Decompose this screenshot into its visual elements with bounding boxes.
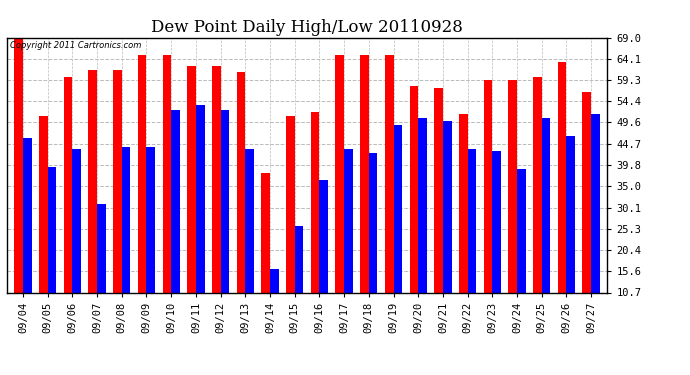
Bar: [286, 116, 295, 339]
Bar: [310, 112, 319, 339]
Bar: [245, 149, 254, 339]
Bar: [566, 136, 575, 339]
Bar: [591, 114, 600, 339]
Bar: [171, 110, 180, 339]
Bar: [270, 269, 279, 339]
Bar: [484, 80, 493, 339]
Bar: [385, 55, 393, 339]
Bar: [360, 55, 369, 339]
Bar: [163, 55, 171, 339]
Bar: [443, 121, 451, 339]
Bar: [509, 80, 517, 339]
Bar: [295, 226, 304, 339]
Bar: [221, 110, 229, 339]
Bar: [344, 149, 353, 339]
Bar: [517, 169, 526, 339]
Bar: [48, 166, 57, 339]
Bar: [23, 138, 32, 339]
Bar: [262, 173, 270, 339]
Bar: [319, 180, 328, 339]
Bar: [113, 70, 121, 339]
Bar: [97, 204, 106, 339]
Bar: [434, 88, 443, 339]
Bar: [393, 125, 402, 339]
Title: Dew Point Daily High/Low 20110928: Dew Point Daily High/Low 20110928: [151, 19, 463, 36]
Bar: [558, 62, 566, 339]
Bar: [187, 66, 196, 339]
Bar: [418, 118, 427, 339]
Bar: [39, 116, 48, 339]
Bar: [72, 149, 81, 339]
Bar: [138, 55, 146, 339]
Bar: [63, 77, 72, 339]
Bar: [410, 86, 418, 339]
Bar: [237, 72, 245, 339]
Bar: [121, 147, 130, 339]
Bar: [459, 114, 468, 339]
Bar: [468, 149, 476, 339]
Bar: [369, 153, 377, 339]
Text: Copyright 2011 Cartronics.com: Copyright 2011 Cartronics.com: [10, 41, 141, 50]
Bar: [533, 77, 542, 339]
Bar: [14, 38, 23, 339]
Bar: [212, 66, 221, 339]
Bar: [146, 147, 155, 339]
Bar: [542, 118, 551, 339]
Bar: [196, 105, 204, 339]
Bar: [582, 92, 591, 339]
Bar: [493, 151, 501, 339]
Bar: [335, 55, 344, 339]
Bar: [88, 70, 97, 339]
